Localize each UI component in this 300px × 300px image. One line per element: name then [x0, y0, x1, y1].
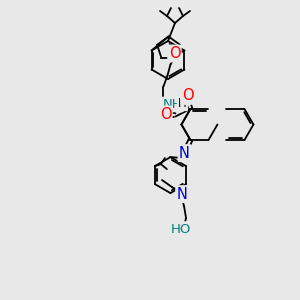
Text: O: O [182, 88, 193, 104]
Text: H: H [178, 97, 187, 110]
Text: O: O [160, 107, 171, 122]
Text: NH: NH [163, 98, 182, 111]
Text: N: N [177, 187, 188, 202]
Text: O: O [169, 46, 180, 61]
Text: HO: HO [171, 223, 191, 236]
Text: N: N [179, 146, 190, 160]
